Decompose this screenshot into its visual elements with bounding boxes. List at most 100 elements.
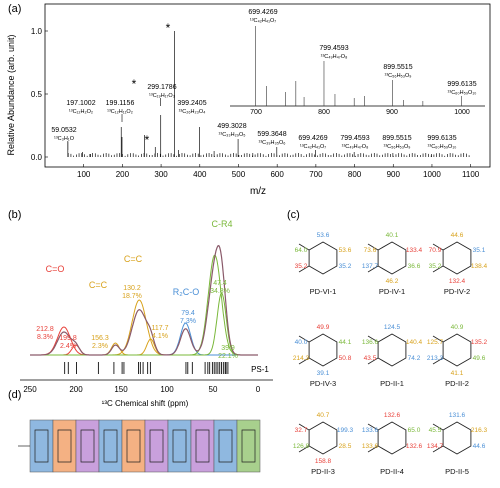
- peak-formula: ¹³C₃₉H₃₅O₆: [259, 140, 286, 146]
- peak-ppm: 79.4: [181, 310, 195, 317]
- repeat-unit: [213, 419, 238, 473]
- shift-value: 49.6: [473, 355, 486, 362]
- bond: [367, 243, 379, 251]
- structure: 124.5 136.6 140.4 43.5 74.2 PD-II-1: [362, 324, 423, 388]
- shift-value: 44.1: [339, 339, 352, 346]
- panel-a: (a) Relative Abundance (arb. unit) m/z 0…: [6, 3, 491, 197]
- bond: [432, 445, 444, 453]
- unit-ring: [218, 429, 233, 463]
- shift-value: 35.2: [339, 263, 352, 270]
- peak-formula: ¹³C₂₆H₂₃O₄: [179, 109, 207, 115]
- shift-value: 138.4: [471, 263, 488, 270]
- shift-value: 40.9: [451, 324, 464, 331]
- ring: [377, 421, 407, 455]
- peak-ppm: 212.8: [36, 326, 54, 333]
- bond: [298, 335, 310, 343]
- panel-b-xtick: 150: [114, 385, 128, 394]
- peak-ppm: 39.9: [221, 345, 235, 352]
- shift-value: 35.2: [429, 263, 442, 270]
- panel-a-xtick: 1100: [462, 170, 480, 179]
- structure-name: PD-II-2: [445, 379, 469, 388]
- shift-value: 214.3: [293, 355, 310, 362]
- structure-name: PD-II-5: [445, 467, 469, 476]
- group-label: R₂C-O: [173, 287, 200, 297]
- unit-ring: [57, 429, 72, 463]
- inset-xtick: 1000: [454, 109, 470, 116]
- panel-c: (c) 53.6 64.0 53.6 35.2 35.2 PD-VI-1 40.1 73.6 1…: [287, 209, 488, 476]
- inset-peak-mass: 899.5515: [383, 64, 412, 71]
- peak-mass: 699.4269: [298, 135, 327, 142]
- shift-value: 53.6: [317, 232, 330, 239]
- peak-pct: 2.4%: [60, 343, 76, 350]
- ring: [442, 421, 472, 455]
- group-label: C=C: [89, 280, 108, 290]
- shift-value: 65.0: [408, 427, 421, 434]
- peak-mass: 299.1786: [147, 84, 176, 91]
- peak-mass: 899.5515: [382, 135, 411, 142]
- structure-name: PD-II-4: [380, 467, 404, 476]
- peak-formula: ¹³C₄₂H₄₁O₇: [300, 144, 326, 150]
- shift-value: 35.1: [473, 247, 486, 254]
- structure: 49.9 40.0 44.1 214.3 50.8 39.1 PD-IV-3: [293, 324, 352, 388]
- ring: [308, 421, 338, 455]
- unit-ring: [80, 429, 95, 463]
- peak-mass: 59.0532: [51, 127, 76, 134]
- peak-mass: 999.6135: [427, 135, 456, 142]
- panel-a-xtick: 600: [270, 170, 284, 179]
- panel-a-xtick: 200: [116, 170, 130, 179]
- peak-mass: 499.3028: [217, 123, 246, 130]
- structure: 44.6 70.9 35.1 35.2 138.4 132.4 PD-IV-2: [429, 232, 488, 296]
- repeat-unit: [144, 419, 169, 473]
- group-label: C=O: [46, 264, 65, 274]
- panel-b-xtick: 100: [160, 385, 174, 394]
- repeat-unit: [75, 419, 100, 473]
- ring: [442, 333, 472, 367]
- peak-pct: 22.1%: [218, 353, 238, 360]
- bond: [367, 423, 379, 431]
- inset-xtick: 700: [250, 109, 262, 116]
- peak-ppm: 47.4: [213, 280, 227, 287]
- panel-d: (d): [8, 389, 261, 473]
- bond: [367, 265, 379, 273]
- panel-a-frame: [44, 3, 491, 168]
- repeat-unit: [167, 419, 192, 473]
- ring: [308, 241, 338, 275]
- bond: [432, 357, 444, 365]
- structure-name: PD-IV-2: [444, 287, 470, 296]
- peak-mass: 199.1156: [106, 100, 135, 107]
- inset-xtick: 900: [386, 109, 398, 116]
- shift-value: 46.2: [386, 278, 399, 285]
- panel-b-label: (b): [8, 209, 21, 221]
- repeat-unit: [29, 419, 54, 473]
- shift-value: 135.2: [471, 339, 488, 346]
- inset-peak-formula: ¹³C₆₀H₅₉O₁₀: [448, 90, 477, 96]
- shift-value: 64.0: [295, 247, 308, 254]
- peak-pct: 34.8%: [210, 288, 230, 295]
- shift-value: 132.6: [406, 443, 423, 450]
- shift-value: 41.1: [451, 370, 464, 377]
- shift-value: 53.6: [339, 247, 352, 254]
- bond: [298, 357, 310, 365]
- unit-ring: [172, 429, 187, 463]
- structure: 40.7 32.7 199.3 126.8 28.5 158.8 PD-II-3: [293, 412, 354, 476]
- shift-value: 40.0: [295, 339, 308, 346]
- panel-b-xlabel: ¹³C Chemical shift (ppm): [102, 399, 189, 408]
- shift-value: 50.8: [339, 355, 352, 362]
- bond: [298, 423, 310, 431]
- bond: [432, 335, 444, 343]
- ring: [308, 333, 338, 367]
- repeat-unit: [236, 419, 261, 473]
- envelope-curve: [30, 244, 258, 356]
- panel-a-xtick: 700: [309, 170, 323, 179]
- shift-value: 137.7: [362, 263, 379, 270]
- peak-mass: 599.3648: [257, 131, 286, 138]
- bond: [432, 423, 444, 431]
- shift-value: 133.6: [362, 443, 379, 450]
- unit-ring: [126, 429, 141, 463]
- inset-peak-formula: ¹³C₄₉H₄₇O₈: [321, 54, 348, 60]
- repeat-unit: [190, 419, 215, 473]
- inset-peak-mass: 799.4593: [319, 45, 348, 52]
- panel-a-inset: 700 800 900 1000 699.4269 ¹³C₄₂H₄₁O₇ 799…: [230, 9, 485, 116]
- shift-value: 32.7: [295, 427, 308, 434]
- structure-name: PD-VI-1: [310, 287, 337, 296]
